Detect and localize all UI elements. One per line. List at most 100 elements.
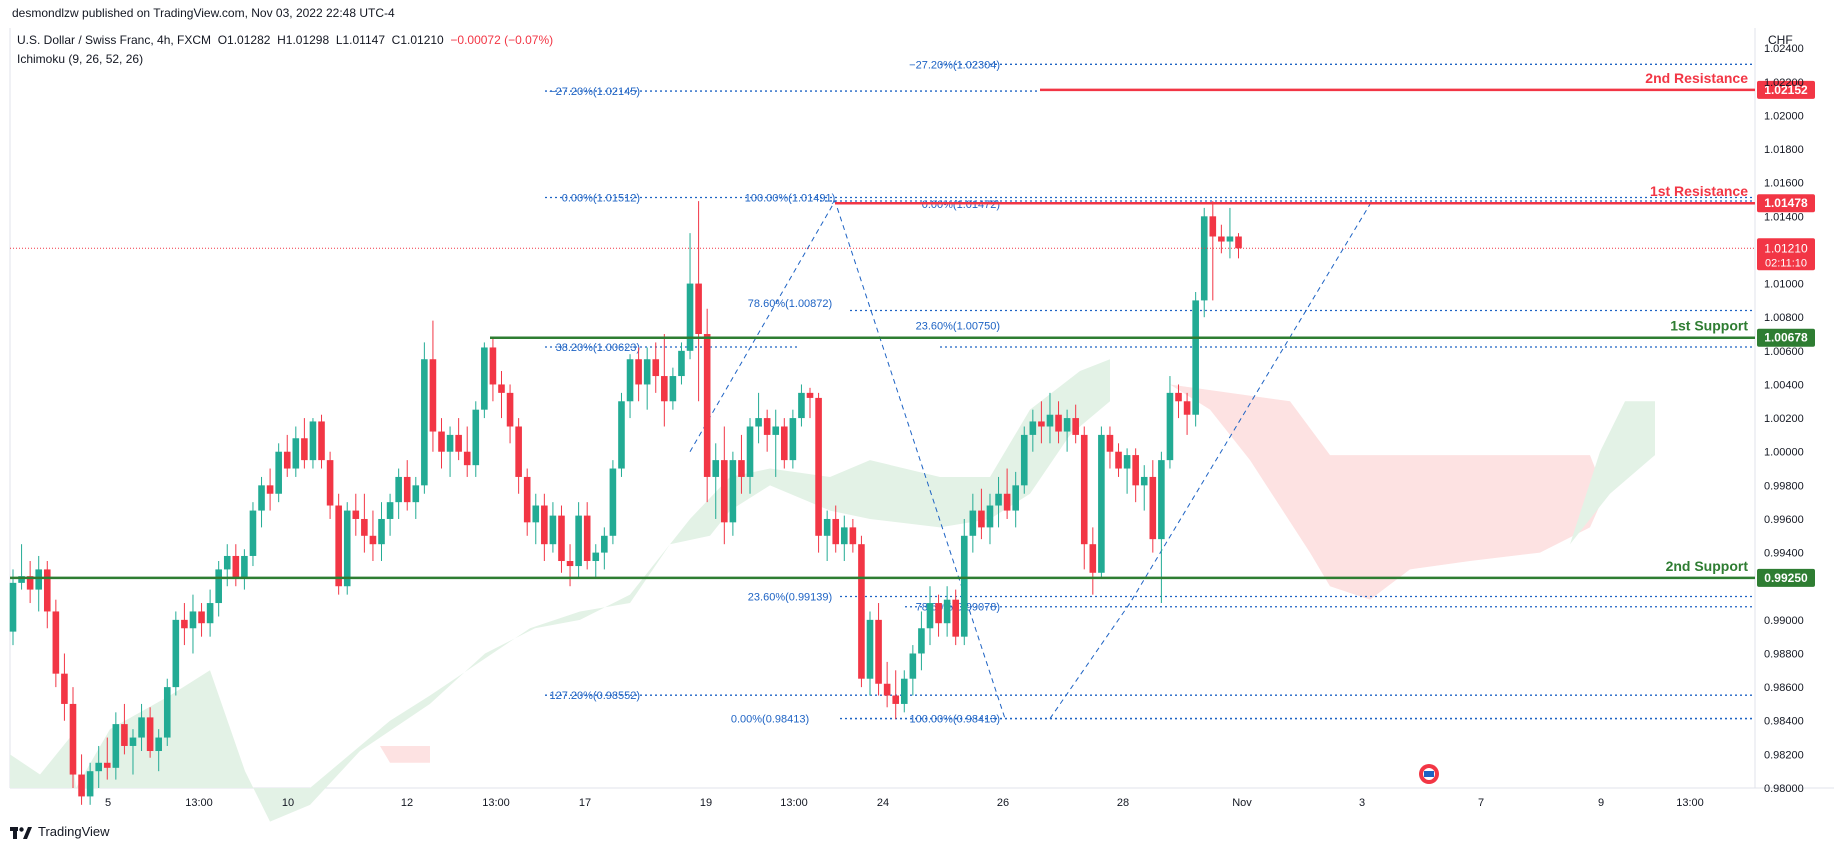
candle-body xyxy=(583,515,591,562)
y-tick-label: 1.01600 xyxy=(1764,178,1804,190)
x-tick-label: 13:00 xyxy=(482,797,510,809)
candlesticks xyxy=(9,201,1242,805)
x-tick-label: 7 xyxy=(1478,797,1484,809)
cloud-bearish xyxy=(1170,384,1605,600)
candle-body xyxy=(575,515,582,567)
time-axis[interactable]: 5 13:00 10 12 13:00 17 19 13:00 24 26 28 Nov 3 7 9 13:0… xyxy=(105,797,1704,809)
chart-pane xyxy=(10,28,1755,788)
candle-body xyxy=(909,653,917,679)
candle-body xyxy=(712,460,720,477)
candle-body xyxy=(952,599,959,637)
events-flag-icon[interactable] xyxy=(1419,764,1439,784)
y-tick-label: 1.00600 xyxy=(1764,346,1804,358)
cloud-bullish xyxy=(10,359,1110,822)
candle-body xyxy=(463,451,471,466)
candle-body xyxy=(926,603,934,629)
last-price-text: 1.01210 xyxy=(1764,241,1808,255)
fibonacci-drawings: −27.20%(1.02304) −27.20%(1.02145) 0.00%(1.… xyxy=(545,59,1755,726)
candle-body xyxy=(138,717,145,738)
candle-body xyxy=(1209,216,1217,237)
fib-label: −27.20%(1.02145) xyxy=(549,86,640,98)
symbol-name[interactable]: U.S. Dollar / Swiss Franc, 4h, FXCM xyxy=(17,33,212,47)
level-price-tag xyxy=(1757,80,1815,99)
candle-body xyxy=(609,468,617,536)
x-tick-label: 5 xyxy=(105,797,111,809)
candle-body xyxy=(26,576,34,590)
y-tick-label: 1.01800 xyxy=(1764,144,1804,156)
candle-body xyxy=(755,418,762,427)
candle-body xyxy=(438,431,445,452)
price-axis[interactable]: 1.01210 02:11:10 1.02400 1.02200 1.02000 1.01… xyxy=(1757,43,1815,795)
candle-body xyxy=(309,421,317,461)
candle-body xyxy=(1080,434,1088,545)
candle-body xyxy=(1123,455,1131,469)
candle-body xyxy=(626,359,634,402)
key-levels: 2nd Resistance 1.02152 1st Resistance 1.014… xyxy=(10,70,1815,587)
candle-body xyxy=(721,460,728,523)
candle-body xyxy=(1166,392,1174,461)
fib-label: −27.20%(1.02304) xyxy=(909,59,1000,71)
x-tick-label: 13:00 xyxy=(185,797,213,809)
fib-swing-line xyxy=(689,199,1006,719)
fib-label: 38.20%(1.00623) xyxy=(556,342,640,354)
candle-body xyxy=(1098,434,1105,573)
candle-body xyxy=(172,619,180,688)
candle-body xyxy=(1072,418,1079,435)
y-tick-label: 0.98800 xyxy=(1764,648,1804,660)
cloud-bullish-2 xyxy=(1570,401,1655,545)
candle-body xyxy=(703,334,711,477)
level-label: 1st Resistance xyxy=(1650,183,1748,199)
fib-label: 23.60%(1.00750) xyxy=(916,321,1000,333)
candle-body xyxy=(181,619,188,629)
candle-body xyxy=(515,426,522,477)
candle-body xyxy=(532,505,540,523)
tradingview-logo-icon[interactable] xyxy=(10,825,32,839)
tradingview-brand[interactable]: TradingView xyxy=(38,824,110,839)
candle-body xyxy=(361,518,368,536)
y-tick-label: 1.00800 xyxy=(1764,312,1804,324)
candle-body xyxy=(223,555,231,570)
candle-body xyxy=(1218,236,1225,242)
candle-body xyxy=(978,510,985,528)
candle-body xyxy=(446,434,454,452)
x-tick-label: 9 xyxy=(1598,797,1604,809)
candle-body xyxy=(112,724,120,768)
candle-body xyxy=(866,619,874,679)
symbol-legend: U.S. Dollar / Swiss Franc, 4h, FXCM O1.0… xyxy=(17,33,553,47)
candle-body xyxy=(798,392,805,419)
y-tick-label: 0.98000 xyxy=(1764,783,1804,795)
x-tick-label: 26 xyxy=(997,797,1009,809)
candle-body xyxy=(669,376,677,402)
candle-body xyxy=(986,505,994,528)
candle-body xyxy=(198,611,205,624)
candle-body xyxy=(35,569,43,590)
ohlc-open: O1.01282 xyxy=(217,33,271,47)
candle-body xyxy=(215,569,222,604)
indicator-legend[interactable]: Ichimoku (9, 26, 52, 26) xyxy=(17,52,144,66)
candle-body xyxy=(421,359,428,486)
level-price-tag xyxy=(1757,194,1815,213)
candle-body xyxy=(1012,485,1019,511)
candle-body xyxy=(763,418,771,435)
candle-body xyxy=(1055,414,1062,432)
candle-body xyxy=(95,762,102,772)
candle-body xyxy=(472,409,480,466)
candle-body xyxy=(695,283,702,335)
candle-body xyxy=(155,737,162,752)
x-tick-label: 13:00 xyxy=(1676,797,1704,809)
y-tick-label: 1.02400 xyxy=(1764,43,1804,55)
publisher-line: desmondlzw published on TradingView.com,… xyxy=(12,6,395,20)
candle-body xyxy=(1235,236,1242,249)
candle-body xyxy=(429,359,437,432)
candle-body xyxy=(232,555,240,578)
x-tick-label: Nov xyxy=(1232,797,1252,809)
y-tick-label: 1.02200 xyxy=(1764,77,1804,89)
y-tick-label: 0.98400 xyxy=(1764,716,1804,728)
y-tick-label: 1.00000 xyxy=(1764,447,1804,459)
candle-body xyxy=(875,619,882,684)
candle-body xyxy=(858,544,865,679)
candle-body xyxy=(849,527,857,545)
candle-body xyxy=(301,438,308,461)
candle-body xyxy=(738,460,745,477)
